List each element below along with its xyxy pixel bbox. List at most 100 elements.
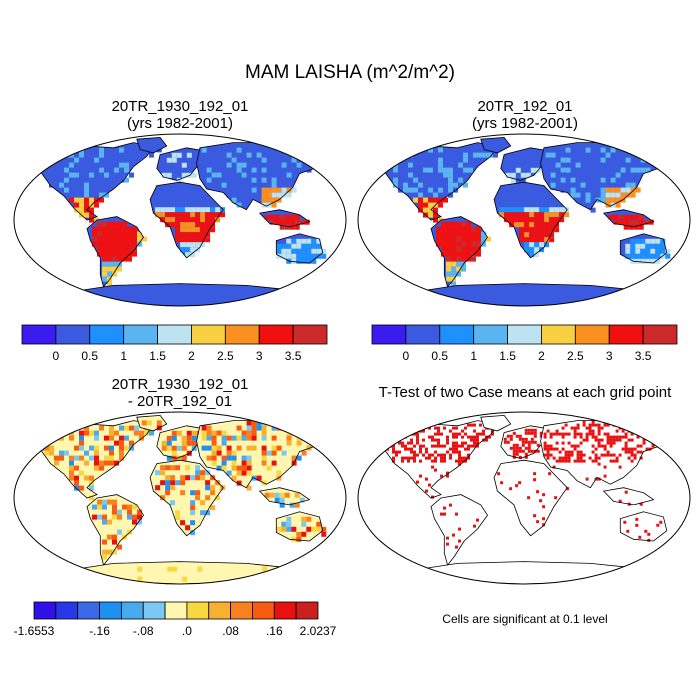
grid-cell [107,266,112,272]
grid-cell [642,438,646,442]
grid-cell [195,227,201,233]
grid-cell [404,429,407,433]
grid-cell [127,504,132,510]
colorbar-box [157,324,192,345]
grid-cell [633,453,637,457]
grid-cell [102,554,107,560]
grid-cell [102,221,107,227]
grid-cell [612,420,616,424]
grid-cell [97,499,102,505]
grid-cell [564,432,568,436]
grid-cell [461,221,466,227]
grid-cell [296,248,302,254]
grid-cell [655,238,661,244]
grid-cell [410,447,413,451]
grid-cell [262,576,268,582]
grid-cell [286,147,292,153]
colorbar-box [273,601,297,620]
grid-cell [534,252,540,258]
grid-cell [665,157,671,163]
grid-cell [175,222,181,228]
grid-cell [241,435,247,441]
grid-cell [499,212,505,218]
grid-cell [119,147,124,153]
grid-cell [221,455,227,461]
asia-region [196,420,332,491]
grid-cell [261,435,267,441]
grid-cell [610,177,616,183]
grid-cell [560,177,566,183]
grid-cell [423,167,428,173]
grid-cell [655,248,661,254]
grid-cell [458,453,461,457]
grid-cell [476,441,479,445]
grid-cell [271,435,277,441]
north-america-region [367,142,499,223]
grid-cell [79,187,84,193]
grid-cell [195,217,201,223]
grid-cell [504,212,510,218]
grid-cell [127,236,132,242]
grid-cell [74,172,79,178]
grid-cell [423,207,428,213]
grid-cell [69,172,74,178]
grid-cell [618,435,622,439]
grid-cell [543,453,547,457]
grid-cell [176,455,182,461]
grid-cell [92,241,97,247]
grid-cell [180,232,186,238]
grid-cell [205,217,211,223]
grid-cell [221,435,227,441]
grid-cell [286,238,292,244]
grid-cell [431,465,434,469]
grid-cell [434,468,437,472]
grid-cell [99,167,104,173]
grid-cell [321,526,327,532]
grid-cell [137,236,142,242]
grid-cell [155,470,161,476]
grid-cell [453,167,458,173]
grid-cell [161,167,167,173]
grid-cell [166,435,172,441]
grid-cell [231,157,237,163]
grid-cell [190,510,196,516]
grid-cell [610,197,616,203]
grid-cell [461,236,466,242]
grid-cell [476,231,481,237]
grid-cell [470,423,473,427]
grid-cell [527,443,531,447]
antarctica-region [57,283,313,306]
grid-cell [266,192,272,198]
grid-cell [461,241,466,247]
grid-cell [112,271,117,277]
grid-cell [636,450,640,454]
grid-cell [401,444,404,448]
grid-cell [311,258,317,264]
grid-cell [416,453,419,457]
grid-cell [434,432,437,436]
grid-cell [496,303,502,306]
grid-cell [261,147,267,153]
grid-cell [122,241,127,247]
grid-cell [64,177,69,183]
grid-cell [294,214,300,220]
grid-cell [640,238,646,244]
grid-cell [190,227,196,233]
grid-cell [195,232,201,238]
grid-cell [170,212,176,218]
grid-cell [246,465,252,471]
grid-cell [636,293,642,299]
grid-cell [524,455,528,459]
grid-cell [410,438,413,442]
grid-cell [311,248,317,254]
grid-cell [660,152,666,158]
grid-cell [521,443,525,447]
grid-cell [650,243,656,249]
grid-cell [627,456,631,460]
grid-cell [452,444,455,448]
grid-cell [256,475,262,481]
grid-cell [92,226,97,232]
grid-cell [94,445,99,451]
grid-cell [470,444,473,448]
grid-cell [271,177,277,183]
